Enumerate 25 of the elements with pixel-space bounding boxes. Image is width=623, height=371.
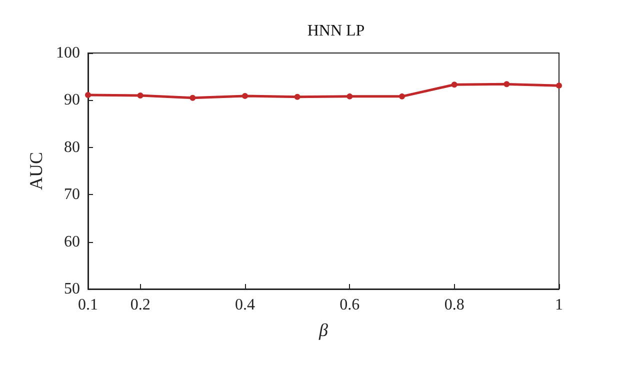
point <box>294 94 300 100</box>
x-tick-label: 0.1 <box>78 296 98 314</box>
x-tick-label: 0.4 <box>235 296 255 314</box>
x-tick-label: 0.8 <box>444 296 464 314</box>
point <box>190 94 196 101</box>
y-tick-label: 70 <box>64 186 80 204</box>
chart-title: HNN LP <box>307 22 365 40</box>
y-tick-label: 100 <box>56 44 80 62</box>
x-tick-label: 0.2 <box>130 296 150 314</box>
y-tick-label: 60 <box>64 233 80 250</box>
y-axis-title: AUC <box>26 152 46 190</box>
point <box>399 93 405 100</box>
point <box>451 82 458 88</box>
point <box>137 92 144 98</box>
y-tick-label: 50 <box>64 280 80 298</box>
y-tick-label: 80 <box>64 138 80 156</box>
x-tick-label: 1 <box>555 296 563 314</box>
point <box>346 93 353 100</box>
point <box>85 92 91 98</box>
point <box>242 92 248 99</box>
x-tick-label: 0.6 <box>340 296 360 314</box>
y-tick-label: 90 <box>64 92 80 109</box>
x-axis-title: β <box>318 320 328 340</box>
point <box>504 81 510 88</box>
point <box>556 82 562 89</box>
